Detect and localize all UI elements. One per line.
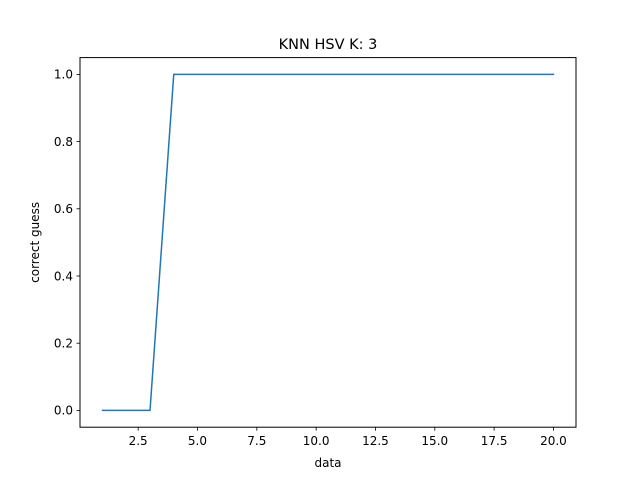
x-tick-label: 15.0 [421,434,448,448]
plot-lines [101,73,555,412]
x-axis-label: data [314,456,341,470]
x-tick-label: 2.5 [129,434,148,448]
chart-title: KNN HSV K: 3 [279,37,378,53]
x-tick-label: 12.5 [362,434,389,448]
x-tick-label: 20.0 [540,434,567,448]
y-axis-label: correct guess [28,202,42,283]
x-axis-ticks: 2.5 5.0 7.5 10.0 12.5 15.0 17.5 20.0 [129,427,567,448]
x-tick-label: 5.0 [188,434,207,448]
y-tick-label: 0.4 [54,269,73,283]
y-tick-label: 0.6 [54,202,73,216]
x-tick-label: 7.5 [247,434,266,448]
y-axis-ticks: 0.0 0.2 0.4 0.6 0.8 1.0 [54,68,80,418]
y-tick-label: 0.2 [54,337,73,351]
y-tick-label: 1.0 [54,68,73,82]
x-tick-label: 17.5 [481,434,508,448]
series-line [101,73,555,412]
y-tick-label: 0.8 [54,135,73,149]
plot-frame [79,57,577,428]
y-tick-label: 0.0 [54,404,73,418]
x-tick-label: 10.0 [303,434,330,448]
